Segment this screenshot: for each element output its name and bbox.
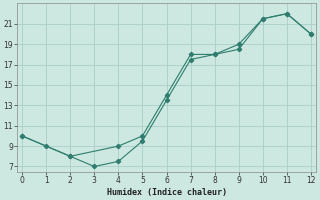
X-axis label: Humidex (Indice chaleur): Humidex (Indice chaleur) [107,188,227,197]
